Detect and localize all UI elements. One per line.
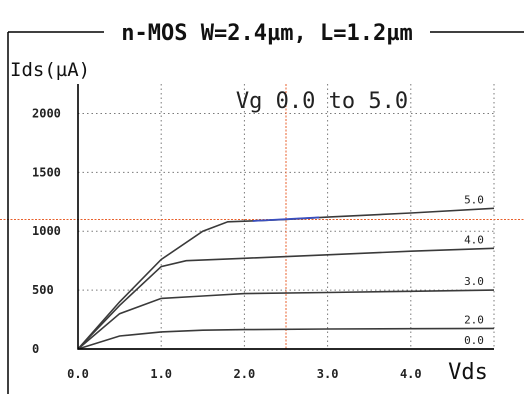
y-tick-label: 500 [32, 283, 54, 297]
x-tick-label: 3.0 [317, 367, 339, 381]
series-label-vg-2.0: 2.0 [464, 313, 484, 326]
axis-lines [77, 84, 494, 350]
cursor-crosshair [0, 84, 524, 349]
y-tick-labels: 0 500 1000 1500 2000 [32, 106, 61, 356]
x-tick-label: 0.0 [67, 367, 89, 381]
series-label-vg-4.0: 4.0 [464, 233, 484, 246]
y-tick-label: 1000 [32, 224, 61, 238]
y-tick-label: 2000 [32, 106, 61, 120]
y-tick-label: 0 [32, 342, 39, 356]
series-label-vg-5.0: 5.0 [464, 193, 484, 206]
vg-range-annotation: Vg 0.0 to 5.0 [236, 89, 408, 114]
highlighted-segment [252, 216, 320, 222]
y-axis-label: Ids(µA) [10, 59, 90, 81]
series-label-vg-3.0: 3.0 [464, 275, 484, 288]
y-tick-label: 1500 [32, 165, 61, 179]
x-tick-label: 1.0 [150, 367, 172, 381]
series-labels: 5.0 4.0 3.0 2.0 0.0 [464, 193, 484, 347]
axes [77, 84, 494, 350]
series-line-vg-2.0 [77, 327, 495, 350]
x-tick-labels: 0.0 1.0 2.0 3.0 4.0 [67, 367, 421, 381]
chart-title: n-MOS W=2.4µm, L=1.2µm [121, 21, 412, 46]
series-line-vg-3.0 [77, 289, 495, 350]
series-label-vg-0.0: 0.0 [464, 334, 484, 347]
series-line-vg-4.0 [77, 247, 495, 350]
x-tick-label: 2.0 [234, 367, 256, 381]
x-tick-label: 4.0 [400, 367, 422, 381]
series-line-vg-5.0 [77, 207, 495, 350]
title-background [104, 18, 430, 46]
x-axis-label: Vds [448, 360, 488, 385]
